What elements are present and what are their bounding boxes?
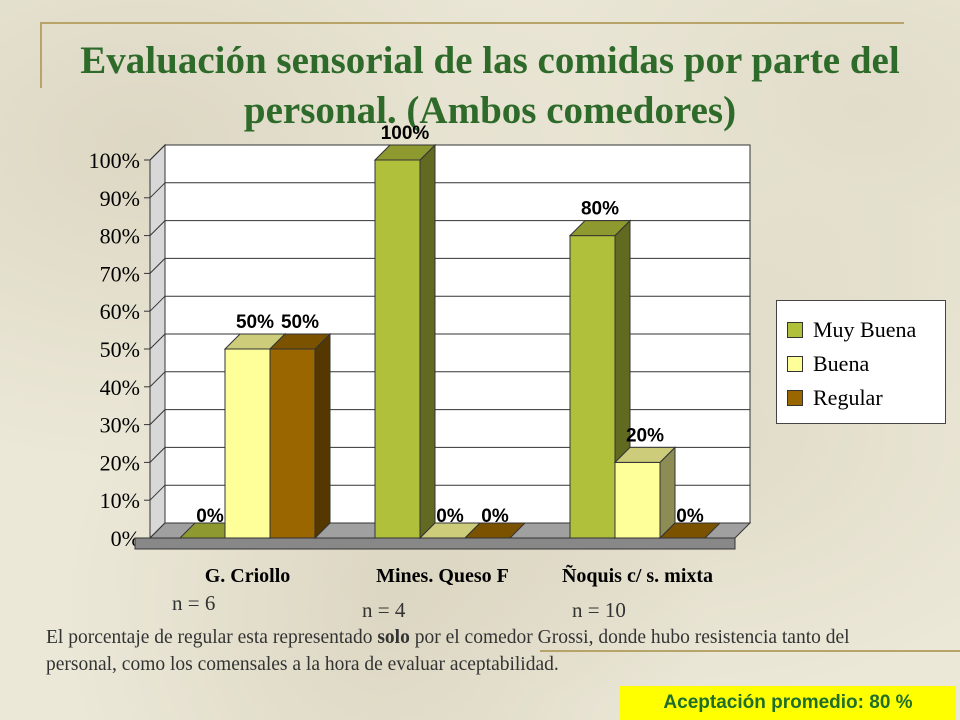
bar-top [613, 446, 677, 463]
legend-item-muy-buena: Muy Buena [777, 313, 945, 347]
bar-top [658, 522, 722, 539]
data-label: 0% [481, 506, 509, 527]
bar-top [268, 333, 332, 350]
footnote-part2: por el comedor Grossi, donde hubo resist… [46, 627, 850, 675]
bar-top [568, 220, 632, 237]
grid-line-diagonal [149, 144, 166, 161]
y-tick-label: 20% [100, 450, 140, 475]
data-label: 0% [196, 506, 224, 527]
data-label: 20% [626, 425, 664, 446]
footnote-bold: solo [377, 627, 410, 648]
footnote-part1: El porcentaje de regular esta representa… [46, 627, 378, 648]
legend-swatch [787, 356, 803, 372]
legend-item-buena: Buena [777, 347, 945, 381]
y-tick-label: 10% [100, 488, 140, 513]
y-tick-label: 40% [100, 375, 140, 400]
y-tick-label: 50% [100, 337, 140, 362]
decorative-line-bottom [540, 650, 960, 652]
grid-line-diagonal [149, 371, 166, 388]
grid-line-diagonal [149, 220, 166, 236]
legend-swatch [787, 390, 803, 406]
bar-side [314, 332, 331, 540]
y-tick-label: 60% [100, 299, 140, 324]
x-tick-label: Ñoquis c/ s. mixta [562, 564, 713, 587]
data-label: 0% [676, 506, 704, 527]
bar-front [374, 159, 421, 539]
bar-side [659, 446, 676, 540]
grid-line-diagonal [149, 295, 166, 312]
y-tick-label: 70% [100, 261, 140, 286]
data-label: 50% [236, 312, 274, 333]
grid-line-diagonal [149, 484, 166, 501]
data-label: 50% [281, 312, 319, 333]
bar-front [569, 235, 616, 539]
bar-front [614, 461, 661, 539]
sample-size-noquis: n = 10 [572, 598, 626, 622]
legend-label: Muy Buena [813, 317, 917, 342]
bar-front [269, 348, 316, 539]
y-tick-label: 30% [100, 413, 140, 438]
sample-size-criollo: n = 6 [172, 591, 216, 615]
grid-line-diagonal [149, 258, 166, 274]
footnote: El porcentaje de regular esta representa… [46, 624, 876, 678]
y-tick-label: 90% [100, 186, 140, 211]
grid-line-diagonal [149, 182, 166, 199]
sample-size-queso: n = 4 [362, 598, 406, 622]
decorative-line-top [40, 22, 904, 24]
x-tick-label: G. Criollo [205, 565, 291, 587]
legend-item-regular: Regular [777, 381, 945, 415]
legend-label: Buena [813, 351, 870, 376]
average-acceptance-badge: Aceptación promedio: 80 % [620, 686, 956, 720]
grid-line-diagonal [149, 409, 166, 425]
bar-front [224, 348, 271, 539]
legend-label: Regular [813, 385, 883, 410]
grid-line-diagonal [149, 447, 166, 463]
grid-line-diagonal [149, 333, 166, 350]
data-label: 80% [581, 199, 619, 220]
slide-title: Evaluación sensorial de las comidas por … [80, 39, 900, 132]
x-tick-label: Mines. Queso F [376, 565, 509, 587]
legend-swatch [787, 322, 803, 338]
bar-top [373, 144, 437, 161]
data-label: 0% [436, 506, 464, 527]
bar-top [463, 522, 527, 539]
chart-legend: Muy Buena Buena Regular [776, 300, 946, 424]
y-tick-label: 100% [89, 148, 140, 173]
data-label: 100% [381, 123, 430, 144]
plot-floor-edge [134, 537, 736, 550]
bar-side [419, 143, 436, 540]
y-tick-label: 80% [100, 224, 140, 249]
decorative-line-left [40, 22, 42, 88]
